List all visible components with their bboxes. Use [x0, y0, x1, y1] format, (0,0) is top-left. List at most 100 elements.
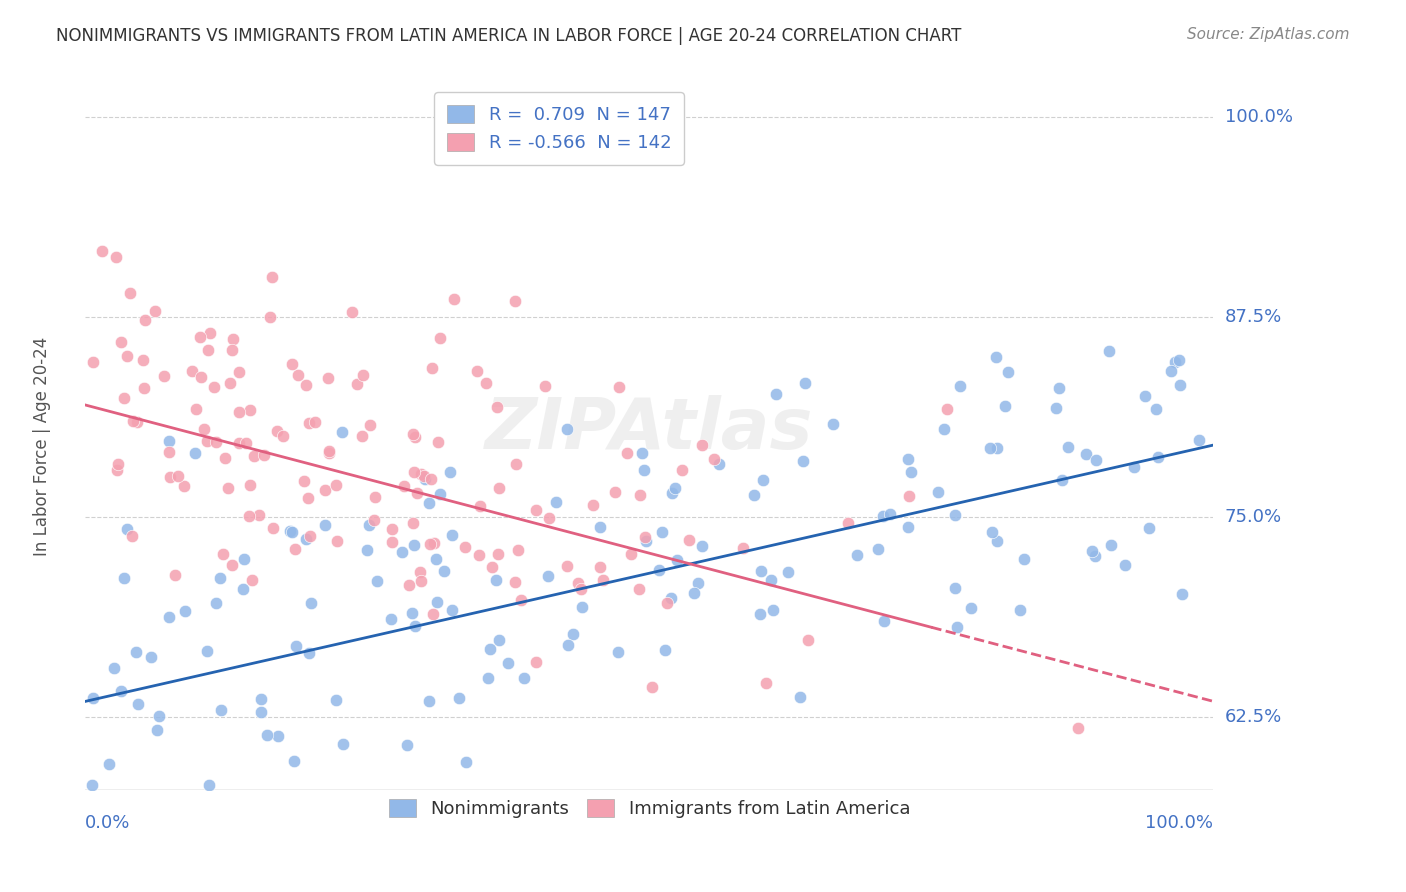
- Point: [134, 312, 156, 326]
- Point: [238, 508, 260, 523]
- Point: [546, 495, 568, 509]
- Point: [287, 368, 309, 383]
- Point: [765, 387, 787, 401]
- Point: [366, 574, 388, 588]
- Point: [426, 594, 449, 608]
- Point: [153, 369, 176, 384]
- Point: [205, 596, 228, 610]
- Point: [240, 573, 263, 587]
- Point: [157, 610, 180, 624]
- Point: [666, 553, 689, 567]
- Point: [332, 737, 354, 751]
- Point: [485, 400, 508, 414]
- Point: [484, 573, 506, 587]
- Point: [1067, 721, 1090, 735]
- Point: [173, 479, 195, 493]
- Point: [486, 547, 509, 561]
- Point: [391, 545, 413, 559]
- Point: [503, 294, 526, 309]
- Point: [110, 684, 132, 698]
- Point: [742, 488, 765, 502]
- Point: [325, 534, 347, 549]
- Point: [316, 371, 339, 385]
- Point: [190, 370, 212, 384]
- Point: [256, 729, 278, 743]
- Point: [394, 479, 416, 493]
- Point: [159, 470, 181, 484]
- Point: [262, 521, 284, 535]
- Point: [582, 498, 605, 512]
- Text: Source: ZipAtlas.com: Source: ZipAtlas.com: [1187, 27, 1350, 42]
- Point: [475, 376, 498, 390]
- Point: [557, 638, 579, 652]
- Point: [561, 627, 583, 641]
- Point: [707, 457, 730, 471]
- Point: [195, 434, 218, 449]
- Point: [228, 435, 250, 450]
- Point: [105, 250, 128, 264]
- Point: [981, 524, 1004, 539]
- Point: [401, 606, 423, 620]
- Point: [356, 543, 378, 558]
- Point: [650, 524, 672, 539]
- Point: [284, 541, 307, 556]
- Point: [664, 481, 686, 495]
- Point: [789, 690, 811, 704]
- Point: [986, 441, 1008, 455]
- Point: [513, 671, 536, 685]
- Text: 100.0%: 100.0%: [1225, 108, 1292, 126]
- Point: [945, 620, 967, 634]
- Point: [429, 331, 451, 345]
- Point: [352, 368, 374, 382]
- Point: [280, 524, 302, 538]
- Point: [1135, 389, 1157, 403]
- Point: [217, 481, 239, 495]
- Point: [433, 565, 456, 579]
- Point: [363, 513, 385, 527]
- Point: [425, 552, 447, 566]
- Point: [932, 422, 955, 436]
- Point: [195, 644, 218, 658]
- Text: 62.5%: 62.5%: [1225, 708, 1282, 726]
- Point: [505, 457, 527, 471]
- Point: [655, 596, 678, 610]
- Point: [1170, 587, 1192, 601]
- Point: [359, 417, 381, 432]
- Point: [332, 425, 354, 440]
- Point: [447, 691, 470, 706]
- Point: [304, 415, 326, 429]
- Point: [749, 564, 772, 578]
- Point: [994, 399, 1017, 413]
- Point: [146, 723, 169, 738]
- Point: [1081, 544, 1104, 558]
- Point: [299, 529, 322, 543]
- Point: [897, 519, 920, 533]
- Point: [297, 491, 319, 505]
- Point: [793, 376, 815, 390]
- Point: [555, 422, 578, 436]
- Point: [221, 343, 243, 357]
- Point: [1144, 402, 1167, 417]
- Point: [1123, 459, 1146, 474]
- Point: [571, 599, 593, 614]
- Point: [314, 518, 336, 533]
- Point: [253, 449, 276, 463]
- Point: [755, 675, 778, 690]
- Point: [441, 603, 464, 617]
- Point: [292, 475, 315, 489]
- Point: [628, 488, 651, 502]
- Point: [82, 691, 104, 706]
- Point: [381, 522, 404, 536]
- Point: [184, 445, 207, 459]
- Point: [443, 292, 465, 306]
- Point: [250, 705, 273, 719]
- Point: [295, 377, 318, 392]
- Point: [413, 469, 436, 483]
- Point: [879, 507, 901, 521]
- Point: [121, 529, 143, 543]
- Point: [636, 533, 658, 548]
- Point: [488, 632, 510, 647]
- Point: [1014, 551, 1036, 566]
- Point: [247, 508, 270, 522]
- Point: [408, 565, 430, 579]
